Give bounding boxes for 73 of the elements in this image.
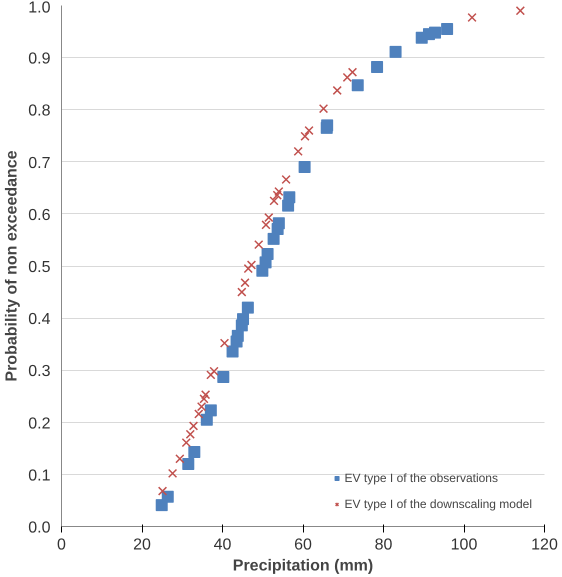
point [244, 264, 253, 274]
point [429, 26, 442, 39]
x-tick-label: 120 [531, 536, 558, 554]
point [194, 409, 204, 419]
point [304, 126, 314, 136]
point [298, 161, 311, 174]
point [237, 313, 250, 326]
point [348, 68, 358, 77]
x-tick-label: 0 [57, 536, 66, 554]
point [264, 212, 274, 222]
x-axis-title: Precipitation (mm) [232, 558, 374, 574]
point [246, 260, 256, 270]
point [262, 248, 274, 260]
point [209, 366, 219, 376]
point [220, 338, 230, 348]
point [352, 79, 364, 92]
point [283, 191, 296, 204]
point [188, 421, 198, 431]
point [261, 220, 271, 230]
x-tick-label: 40 [214, 536, 232, 554]
x-tick-label: 80 [374, 536, 392, 554]
point [371, 60, 384, 73]
point [162, 490, 174, 503]
x-tick-label: 60 [294, 536, 312, 554]
point [269, 196, 279, 206]
point [182, 438, 191, 448]
point [206, 370, 216, 380]
point [242, 302, 254, 314]
point [199, 394, 209, 404]
point [240, 278, 250, 288]
point [342, 72, 352, 82]
y-tick-label: 0.5 [28, 259, 51, 276]
y-tick-label: 0.9 [28, 50, 51, 68]
point [168, 468, 178, 478]
y-tick-label: 0.4 [28, 311, 51, 328]
point [274, 186, 284, 196]
point [158, 486, 168, 496]
point [516, 6, 525, 16]
x-tick-label: 100 [450, 536, 478, 554]
point [294, 146, 303, 156]
point [196, 402, 206, 412]
y-tick-label: 0.6 [28, 206, 51, 224]
point [272, 190, 282, 200]
point [321, 119, 334, 132]
y-tick-label: 0.1 [28, 467, 51, 484]
point [204, 404, 217, 416]
point [281, 174, 291, 184]
point [390, 46, 402, 58]
y-tick-label: 0.0 [28, 520, 51, 536]
legend-label: EV type I of the downscaling model [344, 497, 532, 511]
point [300, 132, 310, 141]
y-tick-label: 0.3 [28, 363, 51, 380]
point [318, 104, 328, 114]
point [217, 370, 230, 383]
point [272, 217, 285, 230]
y-tick-label: 0.8 [28, 102, 51, 120]
legend-label: EV type I of the observations [344, 471, 498, 485]
point [182, 458, 194, 470]
point [232, 330, 244, 342]
point [467, 12, 477, 22]
y-tick-label: 0.2 [28, 415, 51, 432]
y-tick-label: 0.7 [28, 154, 51, 172]
point [175, 454, 184, 464]
point [441, 22, 454, 35]
point [188, 446, 200, 458]
point [200, 390, 210, 400]
x-tick-label: 20 [133, 536, 151, 554]
point [254, 240, 264, 250]
point [186, 430, 195, 439]
y-axis-title: Probability of non exceedance [3, 150, 20, 382]
point [332, 86, 342, 96]
y-tick-label: 1.0 [28, 0, 51, 16]
point [237, 287, 246, 297]
